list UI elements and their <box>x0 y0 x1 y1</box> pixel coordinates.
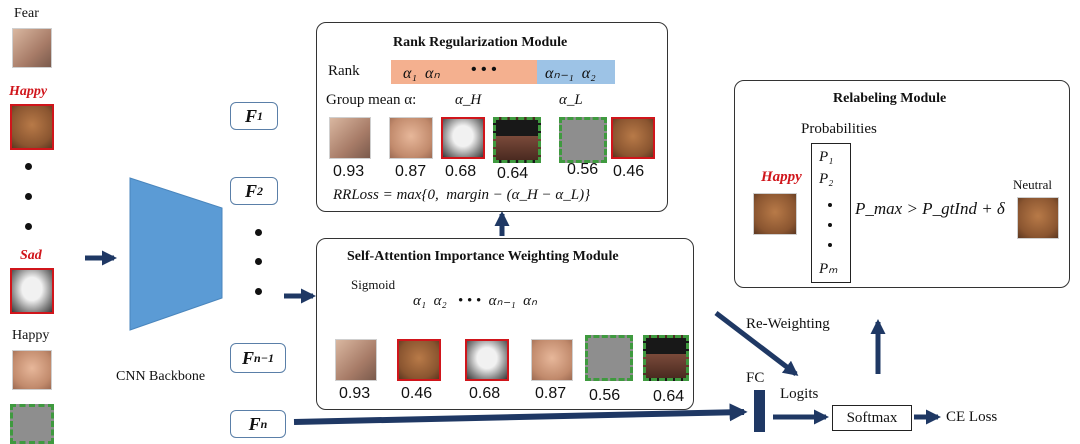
face-happy-mislabeled-image <box>10 104 54 150</box>
logits-label: Logits <box>780 386 819 402</box>
softmax-box: Softmax <box>832 405 912 431</box>
relabel-face-output <box>1017 197 1059 239</box>
rank-low-alphas: αₙ₋₁ α₂ <box>545 65 596 82</box>
sigmoid-label: Sigmoid <box>351 277 396 292</box>
face-fear-image <box>12 28 52 68</box>
reweighting-label: Re-Weighting <box>746 316 830 332</box>
rank-high-bar <box>391 60 537 84</box>
relabel-face-input <box>753 193 797 235</box>
rank-label: Rank <box>328 63 360 79</box>
sad-label-red: Sad <box>20 248 42 263</box>
rank-high-alphas: α₁ αₙ <box>403 65 440 82</box>
rank-module-title: Rank Regularization Module <box>393 35 568 50</box>
attention-face-4 <box>531 339 573 381</box>
probability-p1: P₁ <box>819 149 834 165</box>
probability-p2: P₂ <box>819 171 834 187</box>
ellipsis-dot <box>255 229 262 236</box>
self-attention-module: Self-Attention Importance Weighting Modu… <box>316 238 694 410</box>
rank-regularization-module: Rank Regularization Module Rank α₁ αₙ • … <box>316 22 668 212</box>
cnn-backbone-shape <box>129 177 223 331</box>
rank-dots: • • • <box>471 61 497 78</box>
probabilities-label: Probabilities <box>801 121 877 137</box>
happy-label: Happy <box>12 328 50 343</box>
rank-score-1: 0.93 <box>333 163 365 180</box>
attention-face-3 <box>465 339 509 381</box>
attention-face-5 <box>585 335 633 381</box>
attention-face-1 <box>335 339 377 381</box>
arrow-fn-to-fc <box>293 403 748 425</box>
face-sad-mislabeled-image <box>10 268 54 314</box>
probability-pm: Pₘ <box>819 261 838 277</box>
fear-label: Fear <box>14 6 39 21</box>
attention-module-title: Self-Attention Importance Weighting Modu… <box>347 249 619 264</box>
ellipsis-dot <box>25 223 32 230</box>
probability-vector <box>811 143 851 283</box>
neutral-label: Neutral <box>1013 177 1052 192</box>
ellipsis-dot <box>828 203 832 207</box>
relabel-happy-label: Happy <box>761 169 802 185</box>
alpha-high-label: α_H <box>455 92 482 108</box>
alpha-low-label: α_L <box>559 92 583 108</box>
ellipsis-dot <box>25 193 32 200</box>
cnn-backbone-label: CNN Backbone <box>116 369 206 384</box>
relabel-condition: P_max > P_gtInd + δ <box>855 199 1005 218</box>
ellipsis-dot <box>25 163 32 170</box>
rank-score-5: 0.56 <box>567 161 599 178</box>
softmax-label: Softmax <box>846 409 898 426</box>
rank-face-5 <box>559 117 607 163</box>
attention-face-6 <box>643 335 689 381</box>
rank-face-2 <box>389 117 433 159</box>
ellipsis-dot <box>255 258 262 265</box>
ellipsis-dot <box>255 288 262 295</box>
group-mean-label: Group mean α: <box>326 92 417 108</box>
fc-label: FC <box>746 370 765 386</box>
attention-score-3: 0.68 <box>469 385 501 402</box>
rank-score-6: 0.46 <box>613 163 645 180</box>
rank-score-2: 0.87 <box>395 163 427 180</box>
ellipsis-dot <box>828 243 832 247</box>
attention-alphas: α₁ α₂ • • • αₙ₋₁ αₙ <box>413 293 538 309</box>
arrow-reweighting <box>714 311 799 376</box>
rank-face-6 <box>611 117 655 159</box>
attention-score-1: 0.93 <box>339 385 371 402</box>
rank-loss-formula: RRLoss = max{0, margin − (α_H − α_L)} <box>333 187 591 203</box>
attention-score-2: 0.46 <box>401 385 433 402</box>
relabel-module-title: Relabeling Module <box>833 91 947 106</box>
diagram-arrows <box>85 177 981 432</box>
attention-face-2 <box>397 339 441 381</box>
face-happy-image <box>12 350 52 390</box>
rank-face-3 <box>441 117 485 159</box>
fc-bar <box>754 390 765 432</box>
rank-score-3: 0.68 <box>445 163 477 180</box>
rank-face-1 <box>329 117 371 159</box>
attention-score-5: 0.56 <box>589 387 621 404</box>
rank-low-bar <box>537 60 615 84</box>
happy-label-red: Happy <box>9 84 48 99</box>
rank-face-4 <box>493 117 541 163</box>
attention-score-4: 0.87 <box>535 385 567 402</box>
ce-loss-label: CE Loss <box>946 409 998 425</box>
relabeling-module: Relabeling Module Probabilities P₁ P₂ Pₘ… <box>734 80 1070 288</box>
ellipsis-dot <box>828 223 832 227</box>
attention-score-6: 0.64 <box>653 388 685 405</box>
rank-score-4: 0.64 <box>497 165 529 182</box>
